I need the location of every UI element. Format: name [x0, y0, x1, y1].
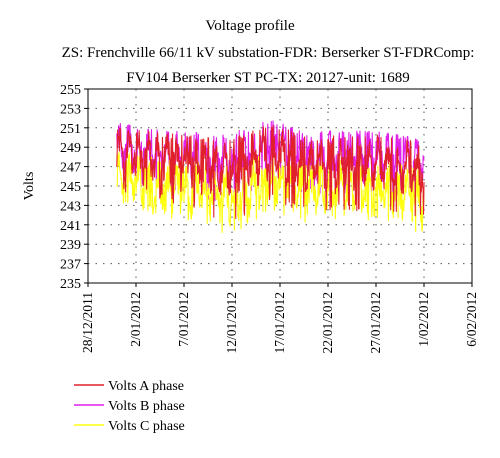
y-axis: 235 237 239 241 243 245 247 249 251 253 255 Volts — [22, 83, 88, 292]
y-tick-label: 245 — [60, 180, 81, 195]
chart-title: Voltage profile — [205, 18, 295, 34]
x-tick-label: 1/02/2012 — [416, 292, 431, 347]
x-tick-label: 7/01/2012 — [176, 292, 191, 347]
series-layer — [116, 120, 425, 234]
y-tick-label: 241 — [60, 219, 81, 234]
x-tick-label: 6/02/2012 — [464, 292, 479, 347]
x-tick-label: 22/01/2012 — [320, 292, 335, 354]
y-tick-label: 251 — [60, 122, 81, 137]
legend-label: Volts C phase — [108, 419, 185, 434]
y-tick-label: 243 — [60, 199, 81, 214]
chart-titles: Voltage profile ZS: Frenchville 66/11 kV … — [62, 18, 475, 86]
y-tick-label: 249 — [60, 141, 81, 156]
y-tick-label: 255 — [60, 83, 81, 98]
x-tick-label: 2/01/2012 — [128, 292, 143, 347]
y-axis-label: Volts — [22, 172, 37, 201]
x-tick-label: 27/01/2012 — [368, 292, 383, 354]
legend: Volts A phase Volts B phase Volts C phase — [74, 379, 185, 434]
y-tick-label: 237 — [60, 258, 81, 273]
y-tick-label: 253 — [60, 102, 81, 117]
chart-subtitle-line: FV104 Berserker ST PC-TX: 20127-unit: 16… — [126, 70, 409, 86]
legend-label: Volts A phase — [108, 379, 184, 394]
x-tick-label: 28/12/2011 — [80, 292, 95, 353]
chart-subtitle-line: ZS: Frenchville 66/11 kV substation-FDR:… — [62, 45, 475, 61]
y-tick-label: 247 — [60, 161, 81, 176]
y-tick-label: 239 — [60, 238, 81, 253]
x-tick-label: 17/01/2012 — [272, 292, 287, 354]
series-line — [116, 125, 425, 220]
y-tick-label: 235 — [60, 277, 81, 292]
x-tick-label: 12/01/2012 — [224, 292, 239, 354]
legend-label: Volts B phase — [108, 399, 185, 414]
x-axis: 28/12/2011 2/01/2012 7/01/2012 12/01/2012 17… — [80, 283, 479, 354]
